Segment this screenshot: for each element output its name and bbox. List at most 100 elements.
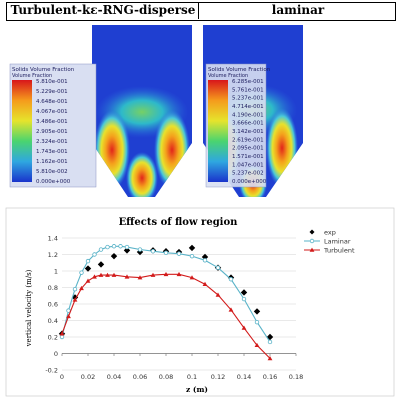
data-point xyxy=(137,247,143,252)
chart-title: Effects of flow region xyxy=(119,217,239,228)
data-point xyxy=(98,247,104,252)
data-point xyxy=(163,271,169,277)
legend-value-label: 6.285e-001 xyxy=(232,79,264,85)
data-point xyxy=(201,253,209,261)
legend-marker xyxy=(309,229,315,235)
y-tick-label: -0.2 xyxy=(45,367,58,375)
data-point xyxy=(267,339,273,345)
data-point xyxy=(72,297,78,302)
series-exp xyxy=(58,244,274,341)
y-tick-label: 0.6 xyxy=(48,301,58,309)
contour-figures: Solids Volume Fraction Volume Fraction 5… xyxy=(9,25,303,197)
legend-marker xyxy=(309,247,315,252)
legend-value-label: 4.067e-001 xyxy=(36,109,68,115)
x-tick-label: 0.04 xyxy=(107,373,121,381)
data-point xyxy=(111,244,117,249)
data-point xyxy=(241,296,247,302)
data-point xyxy=(202,258,208,263)
right-panel-title: laminar xyxy=(271,3,325,17)
y-tick-label: 1 xyxy=(54,268,58,276)
legend-value-label: 1.162e-001 xyxy=(36,159,68,165)
legend-value-label: 2.619e-001 xyxy=(232,137,264,143)
data-point xyxy=(85,258,91,264)
legend-value-label: 5.810e-001 xyxy=(36,79,68,85)
legend-value-label: 5.229e-001 xyxy=(36,89,68,95)
y-axis-label: vertical velocity (m/s) xyxy=(25,269,33,347)
legend-item: Laminar xyxy=(304,237,351,245)
data-point xyxy=(124,274,130,279)
data-point xyxy=(240,289,248,296)
data-point xyxy=(176,271,182,277)
x-tick-label: 0.06 xyxy=(133,373,147,381)
legend-value-label: 1.743e-001 xyxy=(36,149,68,155)
x-axis-label: z (m) xyxy=(186,385,208,394)
y-tick-label: 0.2 xyxy=(48,334,58,342)
data-point xyxy=(79,270,84,275)
right-legend-subtitle: Volume Fraction xyxy=(208,73,248,79)
right-legend: Solids Volume Fraction Volume Fraction 6… xyxy=(205,63,271,188)
data-point xyxy=(72,286,78,292)
legend-label: Turbulent xyxy=(323,246,355,254)
y-tick-label: 1.2 xyxy=(48,251,58,259)
data-point xyxy=(137,275,143,280)
legend-value-label: 0.000e+000 xyxy=(36,179,71,185)
data-point xyxy=(105,244,110,250)
right-legend-title: Solids Volume Fraction xyxy=(208,67,271,73)
data-point xyxy=(79,285,84,291)
data-point xyxy=(123,247,131,254)
left-panel-title: Turbulent-kε-RNG-disperse xyxy=(8,3,199,19)
legend-value-label: 3.666e-001 xyxy=(232,121,264,127)
data-point xyxy=(189,253,195,259)
y-tick-label: 1.4 xyxy=(48,235,58,243)
series-line xyxy=(61,245,271,343)
series-turbulent xyxy=(59,271,273,361)
x-tick-label: 0.18 xyxy=(289,373,303,381)
x-tick-label: 0.08 xyxy=(159,373,173,381)
data-point xyxy=(66,313,71,319)
data-point xyxy=(228,277,234,282)
series-laminar xyxy=(59,244,273,345)
legend-value-label: 2.095e-001 xyxy=(232,146,264,152)
chart-frame xyxy=(5,207,395,397)
x-tick-label: 0.14 xyxy=(237,373,251,381)
x-tick-label: 0.16 xyxy=(263,373,277,381)
y-tick-label: 0 xyxy=(54,350,58,358)
legend-value-label: 4.648e-001 xyxy=(36,99,68,105)
x-tick-label: 0 xyxy=(60,373,64,381)
data-point xyxy=(253,308,261,315)
data-point xyxy=(202,281,208,286)
legend-value-label: 4.190e-001 xyxy=(232,112,264,118)
y-tick-label: 0.8 xyxy=(48,284,58,292)
legend-value-label: 5.237e-002 xyxy=(232,171,264,177)
left-legend-title: Solids Volume Fraction xyxy=(12,67,75,73)
data-point xyxy=(98,272,104,277)
x-tick-label: 0.12 xyxy=(211,373,225,381)
data-point xyxy=(241,325,247,330)
data-point xyxy=(163,250,169,256)
chart-axes: -0.200.20.40.60.811.21.40 0.02 0.04 0.06 0.0… xyxy=(45,235,303,382)
data-point xyxy=(188,244,196,252)
x-tick-label: 0.02 xyxy=(81,373,95,381)
data-point xyxy=(150,248,156,254)
series-line xyxy=(61,273,271,359)
y-tick-label: 0.4 xyxy=(48,317,58,325)
left-legend: Solids Volume Fraction Volume Fraction 5… xyxy=(9,63,97,188)
data-point xyxy=(105,272,110,277)
data-point xyxy=(189,275,195,280)
legend-value-label: 5.237e-001 xyxy=(232,96,264,102)
legend-item: Turbulent xyxy=(304,246,355,254)
data-point xyxy=(254,342,260,348)
data-point xyxy=(110,252,118,260)
data-point xyxy=(85,278,91,283)
data-point xyxy=(215,265,221,270)
data-point xyxy=(176,251,182,256)
data-point xyxy=(97,261,105,268)
data-point xyxy=(111,272,117,277)
data-point xyxy=(228,307,234,312)
data-point xyxy=(150,272,156,277)
data-point xyxy=(59,334,65,340)
data-point xyxy=(92,252,97,257)
legend-value-label: 1.047e-001 xyxy=(232,162,264,168)
